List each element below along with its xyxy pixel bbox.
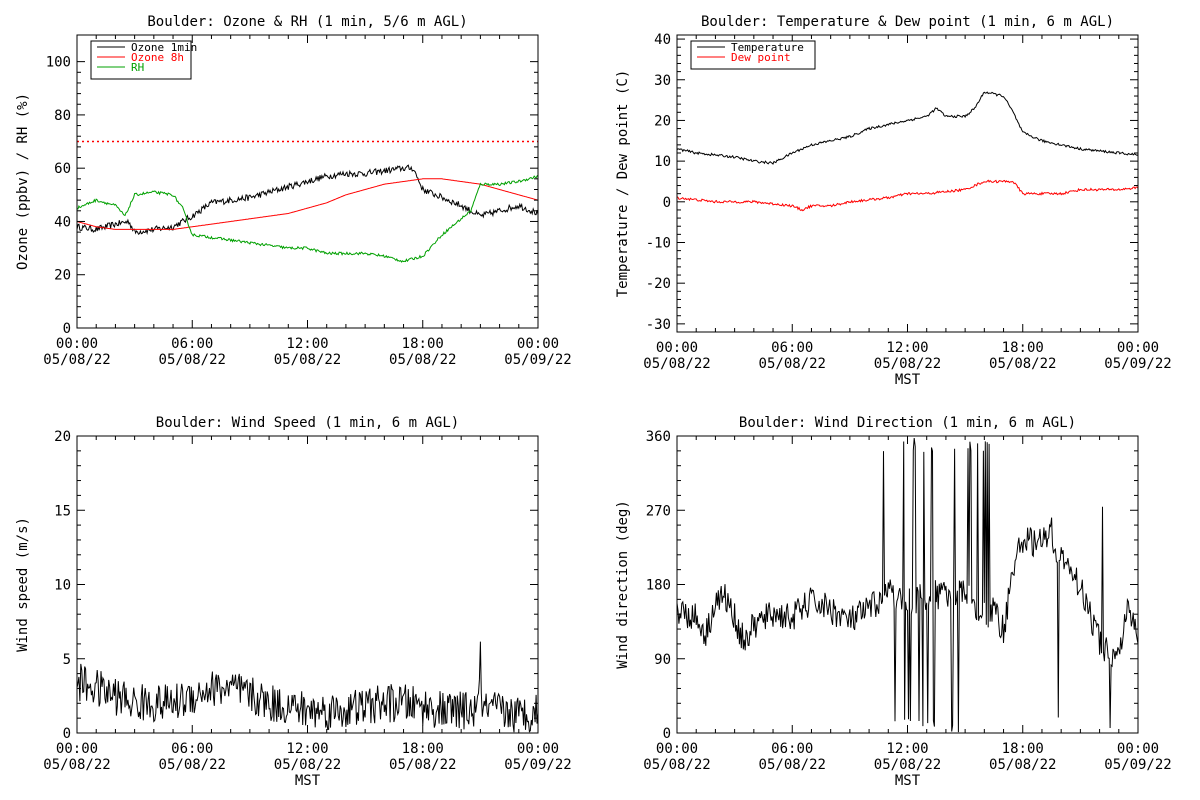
y-tick-label: 20 bbox=[654, 113, 671, 129]
y-tick-label: 40 bbox=[54, 214, 71, 230]
x-tick-label-time: 00:00 bbox=[656, 340, 698, 356]
legend-label: Ozone 1min bbox=[131, 41, 197, 54]
x-tick-label-date: 05/08/22 bbox=[274, 757, 341, 773]
y-tick-label: 80 bbox=[54, 108, 71, 124]
y-tick-label: 90 bbox=[654, 652, 671, 668]
x-tick-label-time: 00:00 bbox=[1117, 340, 1159, 356]
y-tick-label: 40 bbox=[654, 32, 671, 48]
x-tick-label-date: 05/08/22 bbox=[643, 757, 710, 773]
y-tick-label: 60 bbox=[54, 161, 71, 177]
x-tick-label-time: 00:00 bbox=[1117, 741, 1159, 757]
y-tick-label: 100 bbox=[46, 55, 71, 71]
y-tick-label: 180 bbox=[646, 578, 671, 594]
x-tick-label-date: 05/08/22 bbox=[759, 757, 826, 773]
x-tick-label-time: 18:00 bbox=[1002, 340, 1044, 356]
plot-frame bbox=[676, 435, 1139, 734]
y-tick-label: 10 bbox=[54, 578, 71, 594]
x-tick-label-time: 00:00 bbox=[56, 741, 98, 757]
legend-label: Dew point bbox=[731, 51, 791, 64]
x-tick-label-date: 05/08/22 bbox=[43, 352, 110, 368]
x-tick-label-date: 05/08/22 bbox=[389, 757, 456, 773]
x-tick-label-time: 06:00 bbox=[171, 741, 213, 757]
temp-dew-panel: Boulder: Temperature & Dew point (1 min,… bbox=[615, 14, 1172, 388]
x-tick-label-date: 05/08/22 bbox=[389, 352, 456, 368]
x-tick-label-time: 12:00 bbox=[286, 741, 328, 757]
chart-title: Boulder: Temperature & Dew point (1 min,… bbox=[701, 14, 1114, 30]
legend-box bbox=[690, 40, 816, 70]
chart-title: Boulder: Wind Direction (1 min, 6 m AGL) bbox=[739, 415, 1076, 431]
chart-title: Boulder: Wind Speed (1 min, 6 m AGL) bbox=[156, 415, 459, 431]
legend-label: Temperature bbox=[731, 41, 804, 54]
wind-dir-panel: Boulder: Wind Direction (1 min, 6 m AGL)… bbox=[615, 415, 1172, 789]
x-tick-label-date: 05/08/22 bbox=[159, 352, 226, 368]
x-tick-label-time: 18:00 bbox=[402, 336, 444, 352]
x-tick-label-time: 00:00 bbox=[517, 336, 559, 352]
x-axis-label: MST bbox=[895, 372, 921, 388]
y-tick-label: 20 bbox=[54, 429, 71, 445]
x-tick-label-date: 05/08/22 bbox=[874, 356, 941, 372]
x-tick-label-date: 05/09/22 bbox=[1104, 757, 1171, 773]
y-tick-label: 15 bbox=[54, 503, 71, 519]
x-tick-label-time: 00:00 bbox=[56, 336, 98, 352]
series-line-ozone-1min bbox=[77, 164, 538, 235]
plot-frame bbox=[676, 34, 1139, 333]
wind-speed-panel: Boulder: Wind Speed (1 min, 6 m AGL) Wind… bbox=[15, 415, 572, 789]
x-tick-label-date: 05/08/22 bbox=[643, 356, 710, 372]
x-tick-label-time: 12:00 bbox=[886, 340, 928, 356]
y-tick-label: 30 bbox=[654, 73, 671, 89]
x-tick-label-time: 12:00 bbox=[286, 336, 328, 352]
x-tick-label-time: 18:00 bbox=[1002, 741, 1044, 757]
x-tick-label-date: 05/09/22 bbox=[504, 352, 571, 368]
x-tick-label-date: 05/09/22 bbox=[1104, 356, 1171, 372]
y-tick-label: -10 bbox=[646, 235, 671, 251]
y-axis-label: Wind direction (deg) bbox=[615, 500, 631, 669]
ozone-rh-panel: Boulder: Ozone & RH (1 min, 5/6 m AGL) Oz… bbox=[15, 14, 572, 368]
legend-label: Ozone 8h bbox=[131, 51, 184, 64]
y-axis-label: Wind speed (m/s) bbox=[15, 517, 31, 652]
series-line-rh bbox=[77, 174, 538, 263]
y-tick-label: -30 bbox=[646, 317, 671, 333]
series-line-wind-dir bbox=[677, 437, 1138, 733]
y-axis-label: Ozone (ppbv) / RH (%) bbox=[15, 93, 31, 270]
x-tick-label-date: 05/08/22 bbox=[274, 352, 341, 368]
x-tick-label-time: 12:00 bbox=[886, 741, 928, 757]
y-axis-label: Temperature / Dew point (C) bbox=[615, 70, 631, 298]
x-tick-label-time: 18:00 bbox=[402, 741, 444, 757]
series-line-ozone-8h bbox=[77, 178, 538, 230]
x-tick-label-date: 05/08/22 bbox=[759, 356, 826, 372]
x-tick-label-date: 05/08/22 bbox=[989, 757, 1056, 773]
x-tick-label-date: 05/09/22 bbox=[504, 757, 571, 773]
y-tick-label: 0 bbox=[663, 195, 671, 211]
x-tick-label-time: 00:00 bbox=[656, 741, 698, 757]
y-tick-label: 10 bbox=[654, 154, 671, 170]
x-axis-label: MST bbox=[895, 773, 921, 789]
y-tick-label: 0 bbox=[663, 726, 671, 742]
legend-label: RH bbox=[131, 61, 144, 74]
x-tick-label-date: 05/08/22 bbox=[874, 757, 941, 773]
y-tick-label: 5 bbox=[63, 652, 71, 668]
y-tick-label: -20 bbox=[646, 276, 671, 292]
y-tick-label: 0 bbox=[63, 726, 71, 742]
x-tick-label-time: 06:00 bbox=[771, 340, 813, 356]
series-line-dew-point bbox=[677, 179, 1138, 212]
x-tick-label-time: 06:00 bbox=[771, 741, 813, 757]
y-tick-label: 270 bbox=[646, 503, 671, 519]
y-tick-label: 360 bbox=[646, 429, 671, 445]
plot-frame bbox=[76, 435, 539, 734]
x-tick-label-time: 00:00 bbox=[517, 741, 559, 757]
x-axis-label: MST bbox=[295, 773, 321, 789]
series-line-temperature bbox=[677, 91, 1138, 165]
x-tick-label-date: 05/08/22 bbox=[989, 356, 1056, 372]
y-tick-label: 20 bbox=[54, 268, 71, 284]
series-line-wind-speed bbox=[77, 641, 538, 733]
chart-title: Boulder: Ozone & RH (1 min, 5/6 m AGL) bbox=[147, 14, 467, 30]
x-tick-label-time: 06:00 bbox=[171, 336, 213, 352]
x-tick-label-date: 05/08/22 bbox=[159, 757, 226, 773]
y-tick-label: 0 bbox=[63, 321, 71, 337]
x-tick-label-date: 05/08/22 bbox=[43, 757, 110, 773]
